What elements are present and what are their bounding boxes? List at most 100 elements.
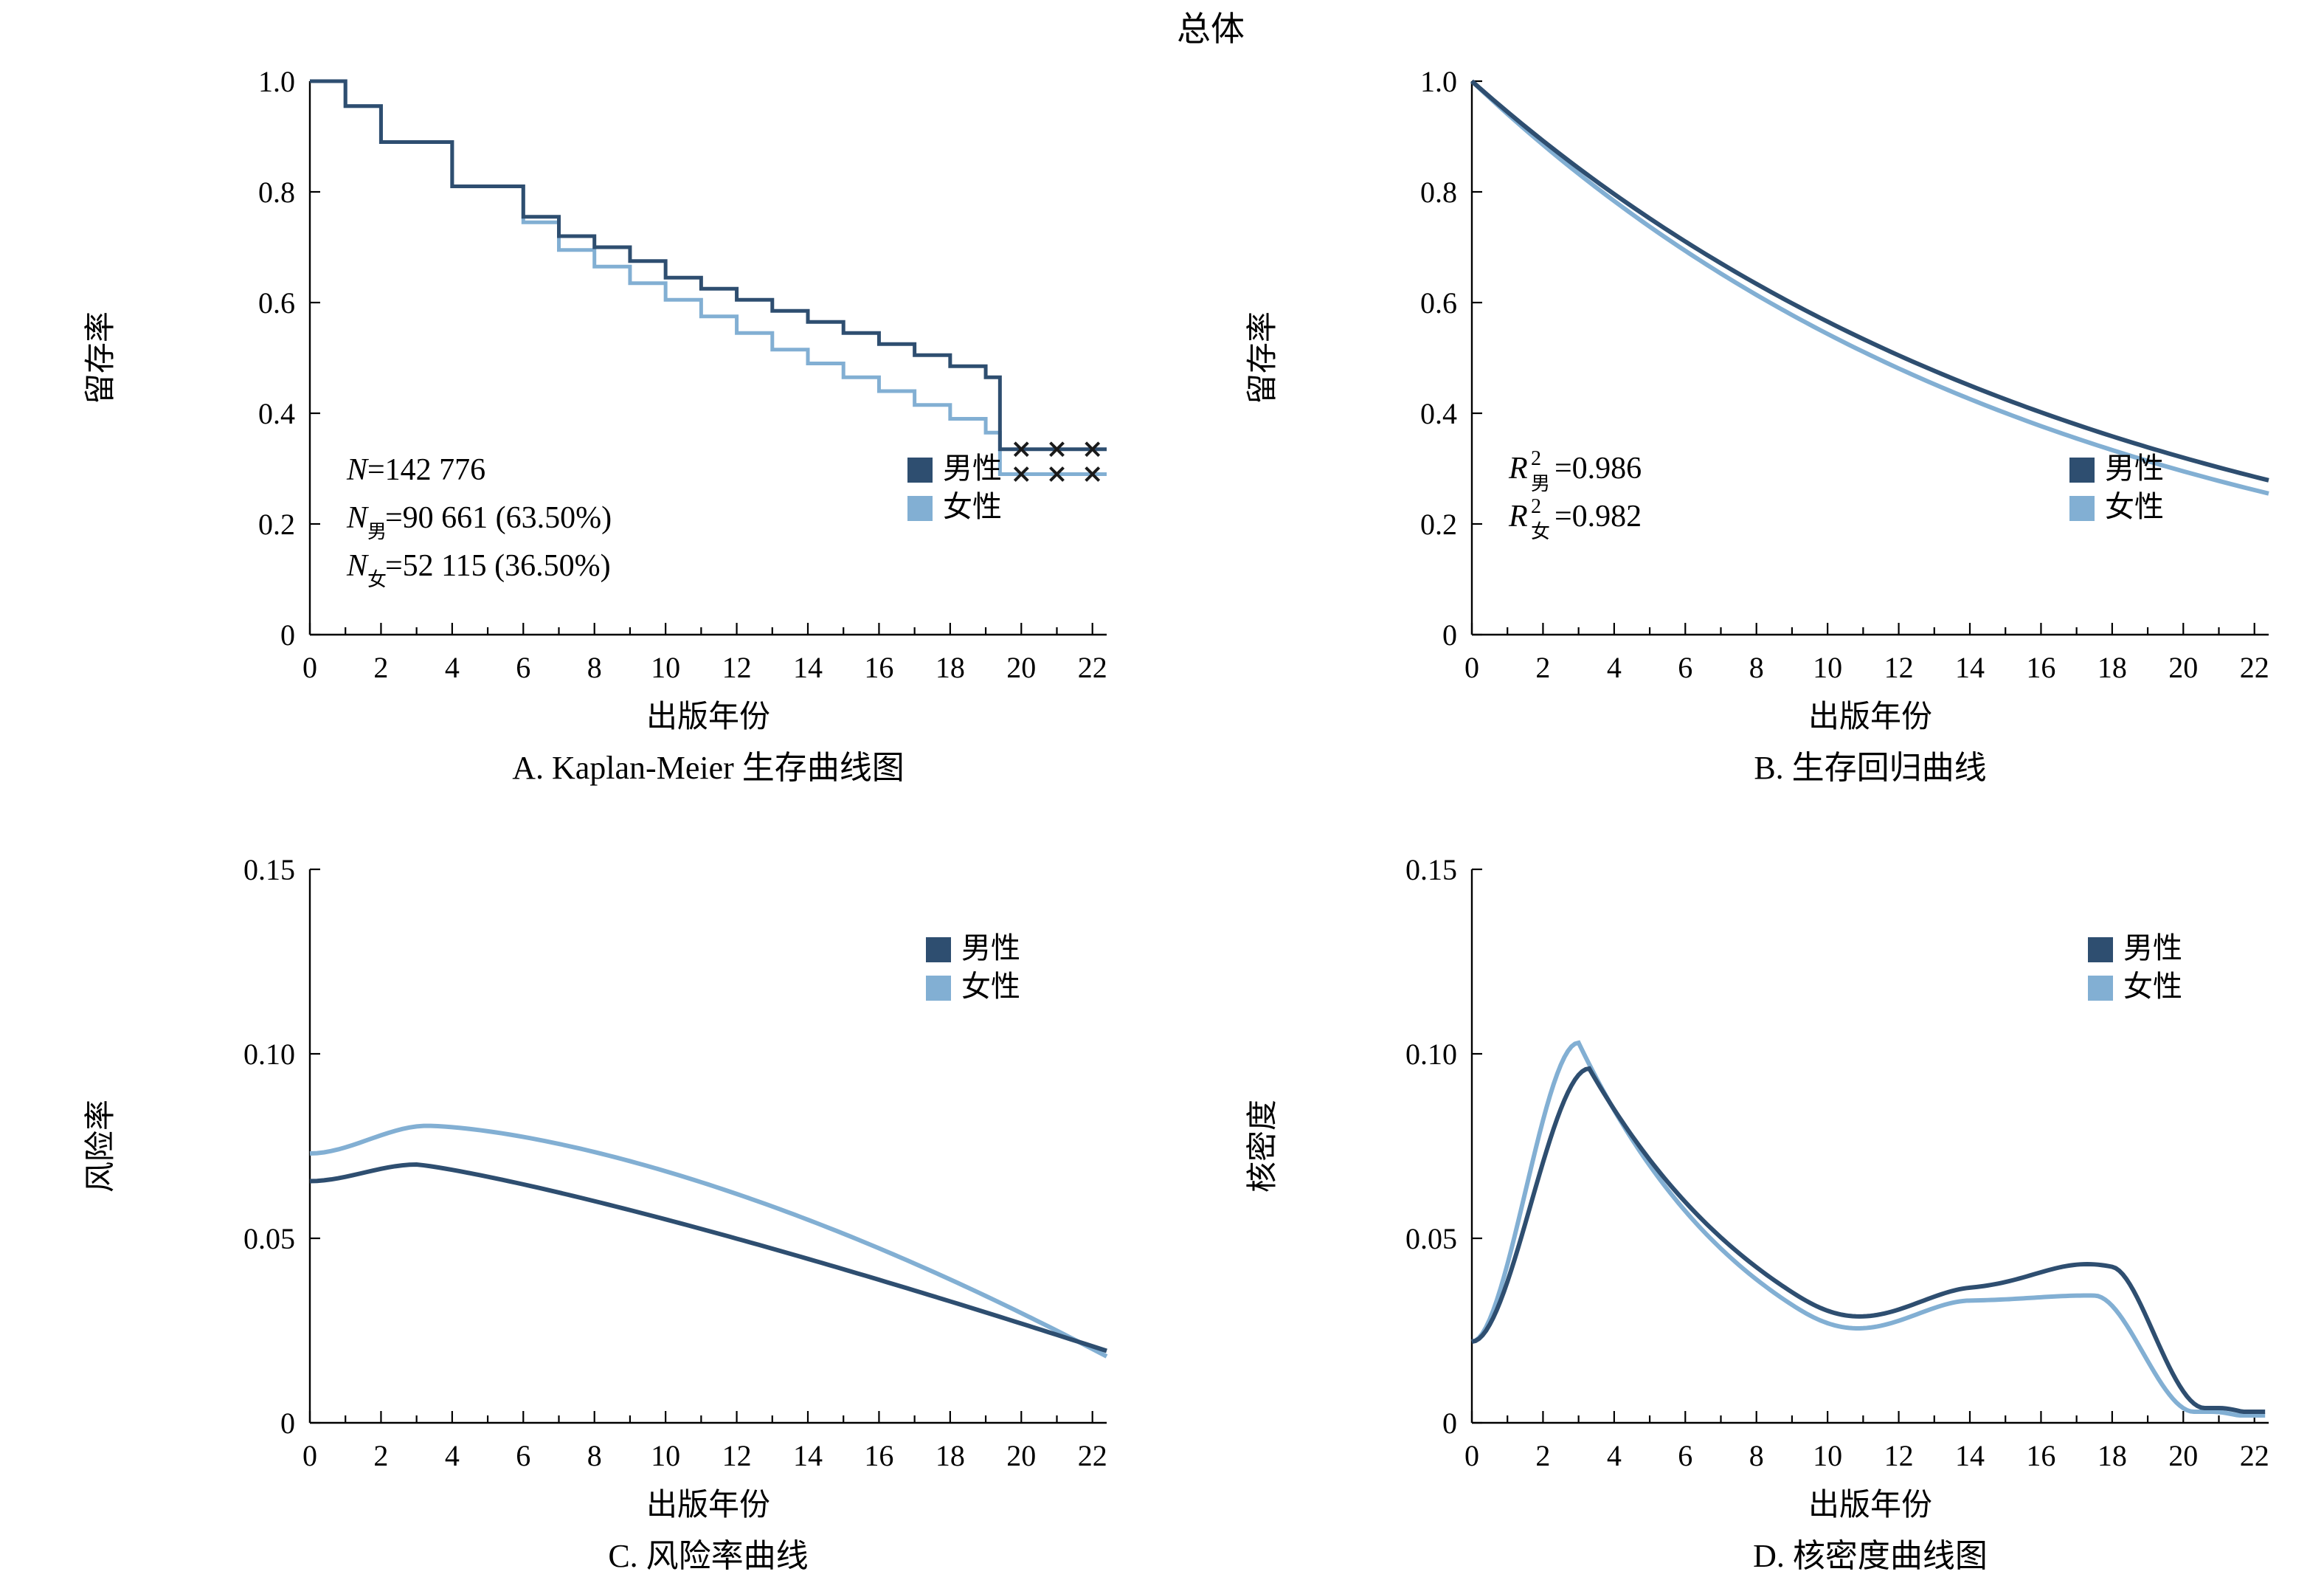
svg-text:22: 22 <box>2240 1439 2269 1472</box>
svg-text:12: 12 <box>722 1439 752 1472</box>
svg-text:18: 18 <box>936 1439 965 1472</box>
svg-text:22: 22 <box>2240 651 2269 684</box>
svg-text:20: 20 <box>2168 651 2198 684</box>
svg-text:出版年份: 出版年份 <box>1808 700 1932 734</box>
svg-text:男: 男 <box>1531 473 1550 494</box>
svg-text:8: 8 <box>1749 651 1764 684</box>
svg-text:12: 12 <box>722 651 752 684</box>
svg-text:0: 0 <box>1442 618 1457 652</box>
svg-text:0.15: 0.15 <box>243 853 295 886</box>
svg-text:留存率: 留存率 <box>83 311 118 404</box>
svg-text:女: 女 <box>367 569 387 590</box>
svg-text:6: 6 <box>1678 651 1692 684</box>
svg-text:16: 16 <box>2026 651 2055 684</box>
svg-text:男性: 男性 <box>2105 452 2164 485</box>
svg-text:=142 776: =142 776 <box>367 453 485 487</box>
svg-text:6: 6 <box>1678 1439 1692 1472</box>
svg-text:0.4: 0.4 <box>258 397 295 430</box>
svg-text:C. 风险率曲线: C. 风险率曲线 <box>608 1538 808 1574</box>
svg-text:14: 14 <box>793 1439 823 1472</box>
svg-text:16: 16 <box>864 1439 893 1472</box>
svg-text:出版年份: 出版年份 <box>1808 1488 1932 1522</box>
svg-text:=90 661 (63.50%): =90 661 (63.50%) <box>385 501 612 535</box>
svg-text:22: 22 <box>1078 1439 1107 1472</box>
svg-text:6: 6 <box>516 1439 530 1472</box>
svg-text:0.05: 0.05 <box>1405 1222 1457 1255</box>
svg-text:16: 16 <box>2026 1439 2055 1472</box>
svg-text:4: 4 <box>445 1439 460 1472</box>
svg-text:N: N <box>346 501 369 535</box>
svg-text:女性: 女性 <box>2123 970 2182 1003</box>
svg-text:6: 6 <box>516 651 530 684</box>
svg-text:20: 20 <box>2168 1439 2198 1472</box>
svg-text:1.0: 1.0 <box>258 65 295 98</box>
svg-text:14: 14 <box>1955 1439 1985 1472</box>
svg-text:0: 0 <box>1464 1439 1479 1472</box>
svg-text:女性: 女性 <box>2105 490 2164 523</box>
svg-text:16: 16 <box>864 651 893 684</box>
svg-text:12: 12 <box>1884 651 1914 684</box>
svg-text:8: 8 <box>1749 1439 1764 1472</box>
svg-text:0.6: 0.6 <box>1420 286 1457 320</box>
svg-text:男性: 男性 <box>961 931 1020 965</box>
svg-text:2: 2 <box>1535 651 1550 684</box>
svg-text:2: 2 <box>373 651 388 684</box>
svg-text:14: 14 <box>1955 651 1985 684</box>
svg-text:4: 4 <box>445 651 460 684</box>
svg-text:8: 8 <box>587 1439 602 1472</box>
svg-text:0.05: 0.05 <box>243 1222 295 1255</box>
svg-text:0: 0 <box>302 1439 317 1472</box>
svg-text:10: 10 <box>1813 1439 1842 1472</box>
svg-text:=0.982: =0.982 <box>1554 500 1642 534</box>
svg-text:总体: 总体 <box>1177 10 1245 48</box>
svg-text:0.6: 0.6 <box>258 286 295 320</box>
svg-text:0.10: 0.10 <box>1405 1038 1457 1071</box>
svg-text:0: 0 <box>302 651 317 684</box>
svg-text:核密度: 核密度 <box>1245 1100 1280 1193</box>
svg-text:男性: 男性 <box>2123 931 2182 965</box>
svg-text:2: 2 <box>373 1439 388 1472</box>
svg-text:2: 2 <box>1535 1439 1550 1472</box>
svg-text:A. Kaplan-Meier 生存曲线图: A. Kaplan-Meier 生存曲线图 <box>512 750 905 786</box>
svg-text:18: 18 <box>936 651 965 684</box>
svg-text:N: N <box>346 549 369 583</box>
svg-text:0.4: 0.4 <box>1420 397 1457 430</box>
svg-text:D. 核密度曲线图: D. 核密度曲线图 <box>1753 1538 1988 1574</box>
svg-text:8: 8 <box>587 651 602 684</box>
svg-text:R: R <box>1508 500 1528 534</box>
svg-text:男: 男 <box>367 521 387 542</box>
svg-text:12: 12 <box>1884 1439 1914 1472</box>
svg-text:出版年份: 出版年份 <box>646 700 770 734</box>
svg-text:0.2: 0.2 <box>258 508 295 541</box>
svg-text:0: 0 <box>1442 1407 1457 1440</box>
svg-text:0: 0 <box>280 1407 295 1440</box>
svg-text:2: 2 <box>1531 447 1541 470</box>
svg-text:22: 22 <box>1078 651 1107 684</box>
svg-text:=0.986: =0.986 <box>1554 452 1642 486</box>
svg-text:男性: 男性 <box>943 452 1002 485</box>
svg-text:1.0: 1.0 <box>1420 65 1457 98</box>
svg-text:4: 4 <box>1607 1439 1622 1472</box>
svg-text:B. 生存回归曲线: B. 生存回归曲线 <box>1754 750 1986 786</box>
svg-text:14: 14 <box>793 651 823 684</box>
svg-text:0.8: 0.8 <box>258 176 295 209</box>
svg-text:20: 20 <box>1006 1439 1036 1472</box>
svg-text:10: 10 <box>651 651 680 684</box>
svg-text:N: N <box>346 453 369 487</box>
svg-text:女: 女 <box>1531 521 1550 542</box>
svg-text:0.15: 0.15 <box>1405 853 1457 886</box>
svg-text:4: 4 <box>1607 651 1622 684</box>
svg-text:10: 10 <box>1813 651 1842 684</box>
svg-text:10: 10 <box>651 1439 680 1472</box>
svg-text:出版年份: 出版年份 <box>646 1488 770 1522</box>
svg-text:18: 18 <box>2098 1439 2127 1472</box>
svg-text:留存率: 留存率 <box>1245 311 1280 404</box>
svg-text:0.8: 0.8 <box>1420 176 1457 209</box>
svg-text:女性: 女性 <box>943 490 1002 523</box>
svg-text:0: 0 <box>1464 651 1479 684</box>
svg-text:0: 0 <box>280 618 295 652</box>
svg-text:20: 20 <box>1006 651 1036 684</box>
svg-text:女性: 女性 <box>961 970 1020 1003</box>
svg-text:=52 115 (36.50%): =52 115 (36.50%) <box>385 549 611 583</box>
svg-text:2: 2 <box>1531 495 1541 518</box>
